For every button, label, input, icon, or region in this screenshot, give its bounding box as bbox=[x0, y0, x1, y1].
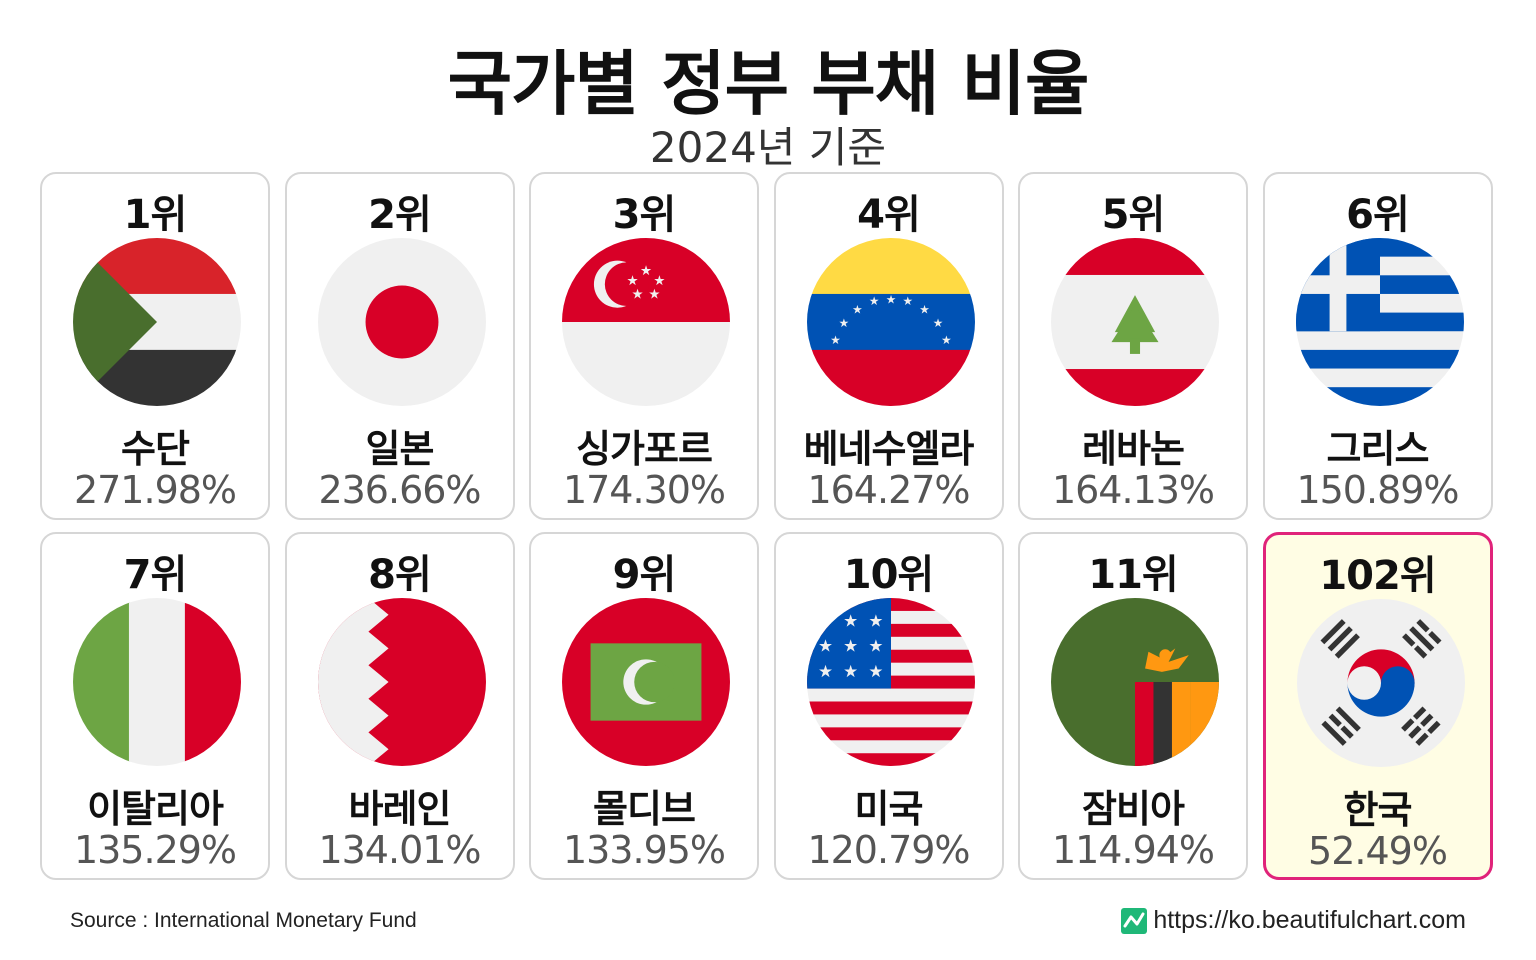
zambia-flag-icon bbox=[1051, 598, 1219, 766]
singapore-flag-icon: ★ ★ ★ ★ ★ bbox=[562, 238, 730, 406]
svg-text:★: ★ bbox=[941, 333, 952, 347]
debt-ratio-value: 236.66% bbox=[318, 468, 481, 512]
svg-text:★: ★ bbox=[640, 264, 652, 279]
svg-text:★: ★ bbox=[852, 303, 863, 317]
svg-text:★: ★ bbox=[919, 303, 930, 317]
svg-text:★: ★ bbox=[817, 636, 832, 656]
country-card-venezuela: 4위 ★ ★ ★ ★ ★ ★ ★ ★ ★ 베네수엘라 bbox=[773, 172, 1004, 520]
rank-label: 9위 bbox=[612, 552, 677, 598]
country-card-italy: 7위 이탈리아 135.29% bbox=[40, 532, 270, 880]
country-card-south-korea: 102위 bbox=[1262, 532, 1493, 880]
country-name: 바레인 bbox=[348, 787, 452, 831]
country-card-usa: 10위 ★ ★ ★ ★ ★ ★ ★ ★ 미국 120.79% bbox=[773, 532, 1004, 880]
country-name: 그리스 bbox=[1326, 427, 1430, 471]
debt-ratio-value: 52.49% bbox=[1308, 829, 1448, 873]
country-name: 수단 bbox=[121, 427, 190, 471]
svg-text:★: ★ bbox=[653, 274, 665, 289]
usa-flag-icon: ★ ★ ★ ★ ★ ★ ★ ★ bbox=[806, 598, 975, 766]
country-card-japan: 2위 일본 236.66% bbox=[284, 172, 515, 520]
site-link[interactable]: https://ko.beautifulchart.com bbox=[1121, 906, 1466, 935]
rank-label: 3위 bbox=[612, 192, 677, 238]
source-note: Source : International Monetary Fund bbox=[70, 909, 417, 932]
page-subtitle: 2024년 기준 bbox=[649, 123, 887, 172]
svg-text:★: ★ bbox=[843, 636, 858, 656]
svg-text:★: ★ bbox=[868, 294, 879, 308]
south-korea-flag-icon bbox=[1296, 599, 1465, 767]
svg-text:★: ★ bbox=[830, 333, 841, 347]
rank-label: 6위 bbox=[1346, 192, 1410, 238]
svg-text:★: ★ bbox=[843, 661, 858, 681]
debt-ratio-value: 120.79% bbox=[807, 828, 970, 872]
country-card-bahrain: 8위 바레인 134.01% bbox=[284, 532, 515, 880]
country-name: 베네수엘라 bbox=[803, 427, 975, 471]
lebanon-flag-icon bbox=[1051, 238, 1219, 406]
country-card-zambia: 11위 잠비아 114.94% bbox=[1018, 532, 1248, 880]
debt-ratio-value: 114.94% bbox=[1051, 828, 1215, 872]
debt-ratio-value: 135.29% bbox=[73, 828, 237, 872]
rank-label: 5위 bbox=[1101, 192, 1166, 238]
country-card-maldives: 9위 몰디브 133.95% bbox=[529, 532, 759, 880]
svg-text:★: ★ bbox=[627, 274, 639, 289]
svg-text:★: ★ bbox=[648, 287, 660, 302]
svg-text:★: ★ bbox=[843, 611, 858, 631]
rank-label: 10위 bbox=[843, 552, 934, 598]
country-name: 잠비아 bbox=[1082, 787, 1185, 831]
svg-text:★: ★ bbox=[838, 316, 849, 330]
page-title: 국가별 정부 부채 비율 bbox=[447, 43, 1090, 125]
ranking-grid: 1위 수단 271.98% 2위 일본 236.66% 3위 bbox=[40, 172, 1493, 880]
debt-ratio-value: 164.27% bbox=[807, 468, 970, 512]
debt-ratio-value: 164.13% bbox=[1051, 468, 1215, 512]
svg-text:★: ★ bbox=[868, 661, 883, 681]
svg-text:★: ★ bbox=[932, 316, 943, 330]
country-card-singapore: 3위 ★ ★ ★ ★ ★ 싱가포르 174.30% bbox=[529, 172, 759, 520]
country-card-greece: 6위 그리스 150.89% bbox=[1262, 172, 1493, 520]
country-card-lebanon: 5위 레바논 164.13% bbox=[1018, 172, 1248, 520]
country-card-sudan: 1위 수단 271.98% bbox=[40, 172, 270, 520]
rank-label: 8위 bbox=[368, 552, 432, 598]
chart-line-icon bbox=[1121, 907, 1148, 934]
rank-label: 7위 bbox=[123, 552, 188, 598]
sudan-flag-icon bbox=[73, 238, 241, 406]
svg-text:★: ★ bbox=[902, 294, 913, 308]
country-name: 미국 bbox=[854, 787, 924, 831]
bahrain-flag-icon bbox=[317, 598, 486, 766]
site-url[interactable]: https://ko.beautifulchart.com bbox=[1153, 906, 1466, 934]
maldives-flag-icon bbox=[562, 598, 730, 766]
debt-ratio-value: 150.89% bbox=[1296, 468, 1459, 512]
rank-label: 1위 bbox=[123, 192, 188, 238]
rank-label: 102위 bbox=[1319, 553, 1436, 599]
svg-text:★: ★ bbox=[885, 293, 896, 307]
debt-ratio-value: 271.98% bbox=[73, 468, 237, 512]
debt-ratio-value: 134.01% bbox=[318, 828, 481, 872]
country-name: 일본 bbox=[365, 427, 435, 471]
svg-text:★: ★ bbox=[632, 287, 644, 302]
debt-ratio-value: 133.95% bbox=[562, 828, 726, 872]
svg-text:★: ★ bbox=[817, 661, 832, 681]
rank-label: 4위 bbox=[857, 192, 921, 238]
italy-flag-icon bbox=[73, 598, 241, 766]
svg-text:★: ★ bbox=[868, 636, 883, 656]
country-name: 레바논 bbox=[1082, 427, 1185, 471]
country-name: 이탈리아 bbox=[87, 787, 224, 831]
greece-flag-icon bbox=[1295, 238, 1464, 406]
venezuela-flag-icon: ★ ★ ★ ★ ★ ★ ★ ★ ★ bbox=[806, 238, 975, 406]
country-name: 싱가포르 bbox=[576, 427, 713, 471]
svg-text:★: ★ bbox=[868, 611, 883, 631]
rank-label: 11위 bbox=[1088, 552, 1178, 598]
debt-ratio-value: 174.30% bbox=[562, 468, 726, 512]
country-name: 몰디브 bbox=[593, 787, 696, 831]
country-name: 한국 bbox=[1343, 788, 1413, 832]
rank-label: 2위 bbox=[368, 192, 432, 238]
japan-flag-icon bbox=[317, 238, 486, 406]
